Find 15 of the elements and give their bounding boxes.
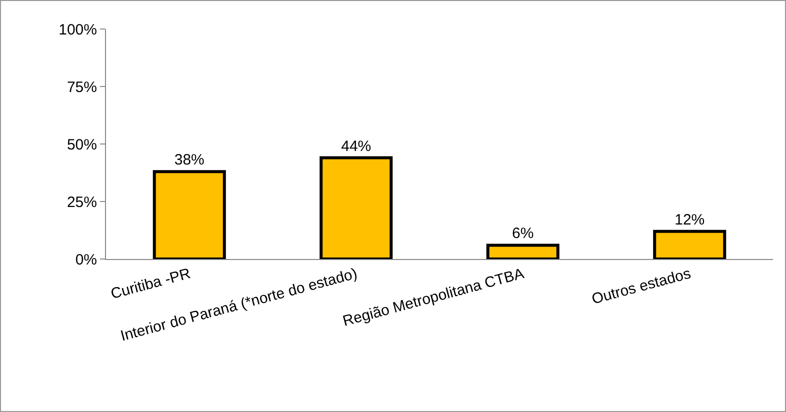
data-label: 12%	[674, 211, 705, 228]
data-label: 44%	[341, 138, 372, 155]
y-tick-label: 0%	[75, 251, 97, 268]
data-label: 6%	[512, 225, 534, 242]
bar	[320, 156, 393, 259]
y-tick-label: 25%	[66, 194, 97, 211]
y-tick-label: 50%	[66, 136, 97, 154]
y-tick-label: 100%	[58, 21, 97, 38]
x-tick-label: Curitiba -PR	[109, 265, 193, 303]
x-tick-label: Outros estados	[590, 265, 693, 308]
bar	[653, 230, 726, 259]
y-tick-label: 75%	[66, 78, 97, 96]
bar	[486, 244, 560, 259]
bar	[152, 170, 226, 259]
data-label: 38%	[174, 152, 204, 169]
